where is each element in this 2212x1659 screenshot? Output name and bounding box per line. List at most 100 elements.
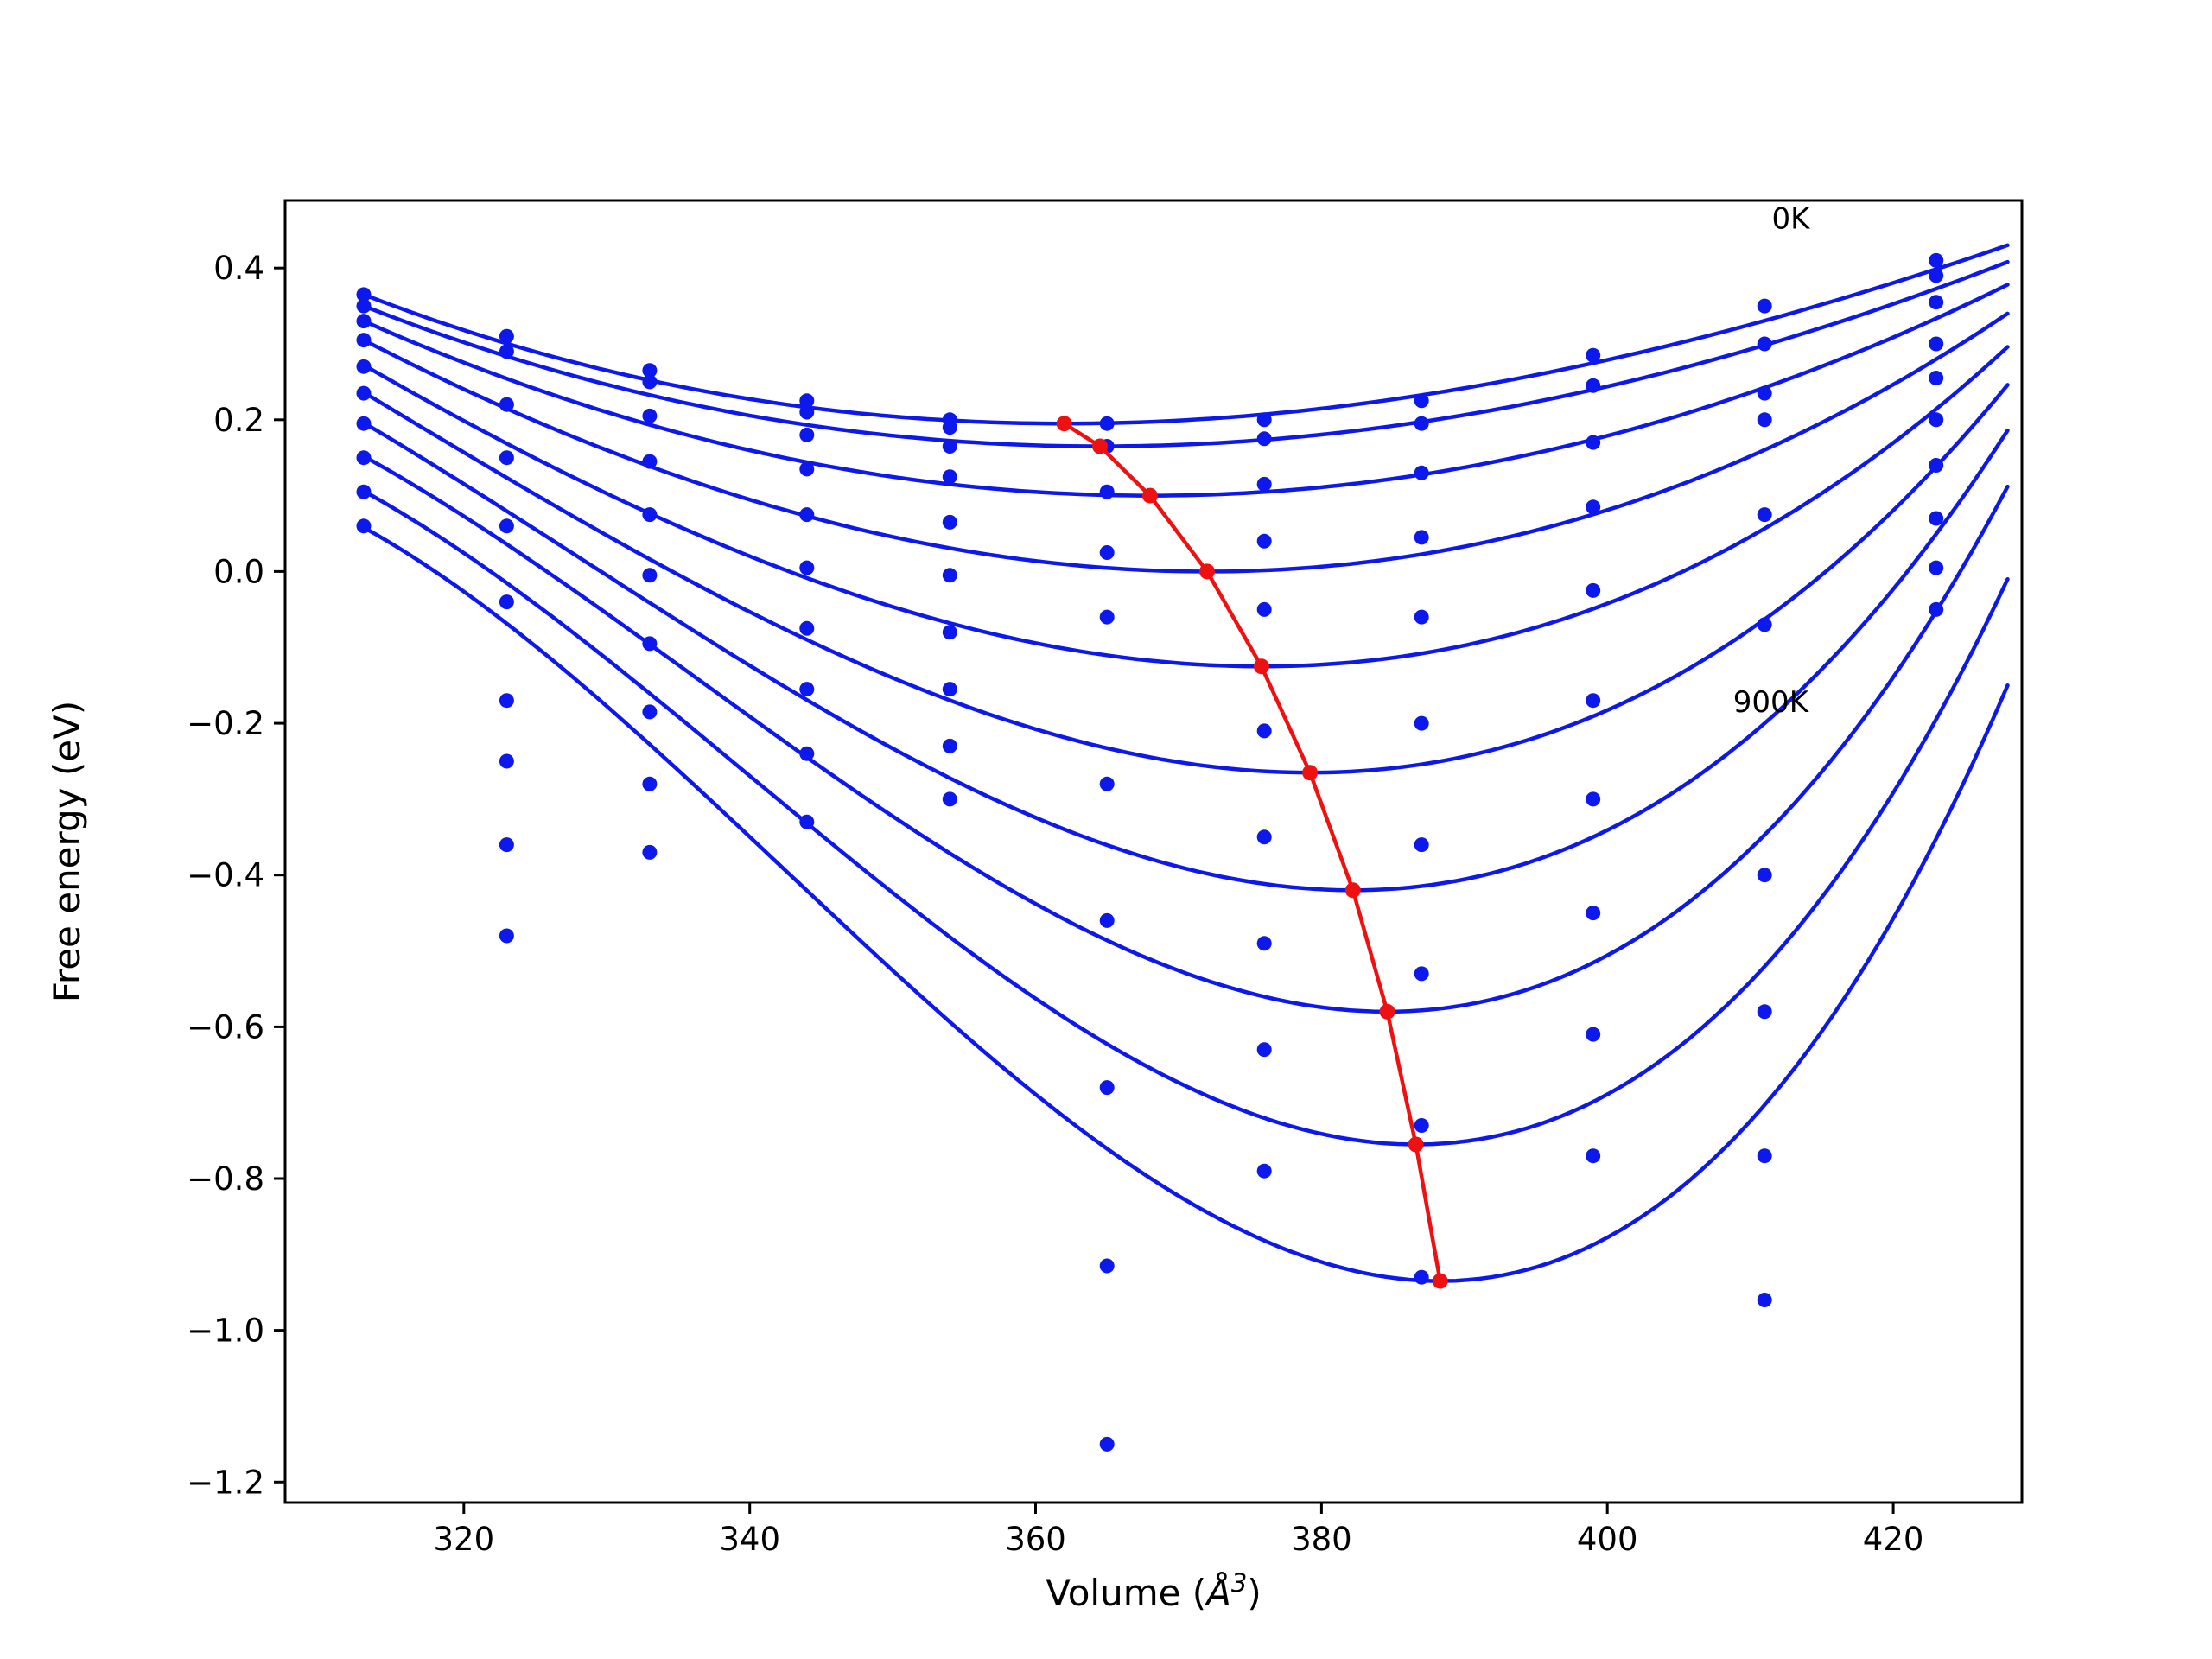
data-point [1929, 458, 1944, 473]
data-point [642, 704, 658, 720]
data-point [1929, 371, 1944, 385]
equilibrium-point-800K [1408, 1136, 1424, 1153]
data-point [642, 507, 658, 523]
x-axis-tick-label: 340 [719, 1521, 780, 1558]
data-point [1757, 1148, 1772, 1164]
data-point [356, 298, 372, 314]
data-point [799, 620, 815, 636]
plot-border [283, 199, 2024, 1504]
data-point [799, 560, 815, 575]
data-point [1414, 715, 1429, 731]
equilibrium-point-300K [1199, 563, 1215, 580]
data-point [1586, 435, 1601, 450]
data-point [1586, 906, 1601, 921]
equilibrium-path [1062, 421, 1442, 1283]
data-point [1757, 412, 1772, 428]
equilibrium-point-200K [1141, 487, 1158, 504]
free-energy-curve-500K [361, 383, 2010, 775]
data-point [499, 518, 514, 534]
free-energy-curve-200K [361, 283, 2010, 498]
equilibrium-point-400K [1253, 658, 1269, 675]
data-point [642, 454, 658, 469]
data-point [1929, 511, 1944, 526]
data-point [1757, 507, 1772, 523]
y-axis-label: Free energy (eV) [46, 701, 88, 1003]
data-point [799, 404, 815, 420]
equilibrium-point-0K [1056, 416, 1072, 432]
data-point [1099, 545, 1115, 560]
data-point [1256, 936, 1272, 951]
data-point [799, 461, 815, 477]
data-point [1256, 1042, 1272, 1058]
data-point [1929, 412, 1944, 428]
data-point [1414, 1118, 1429, 1133]
data-point [1099, 1436, 1115, 1452]
equilibrium-path-group: 0K 900K [1056, 202, 1811, 1289]
data-point [942, 568, 957, 583]
data-point [642, 568, 658, 583]
x-axis-tick-label: 360 [1005, 1521, 1066, 1558]
data-point [1757, 1004, 1772, 1020]
data-point [942, 420, 957, 435]
data-point [1414, 393, 1429, 409]
data-point [642, 363, 658, 378]
free-energy-curve-300K [361, 311, 2010, 574]
temperature-annotation-900K: 900K [1733, 685, 1810, 720]
y-axis-tick-label: −0.2 [187, 705, 264, 742]
equilibrium-point-500K [1302, 765, 1319, 781]
equilibrium-point-700K [1379, 1003, 1395, 1020]
data-point [1414, 837, 1429, 853]
free-energy-curve-900K [361, 525, 2010, 1283]
data-point [499, 753, 514, 769]
data-point [1099, 912, 1115, 928]
data-point [1414, 609, 1429, 625]
data-point [356, 359, 372, 374]
data-point [1586, 378, 1601, 393]
data-point [799, 682, 815, 697]
equilibrium-point-900K [1432, 1273, 1448, 1289]
free-energy-curve-600K [361, 421, 2010, 893]
data-point [942, 625, 957, 640]
data-point [642, 408, 658, 423]
y-axis-tick-label: −0.8 [187, 1160, 264, 1198]
data-point [1256, 723, 1272, 739]
data-point [1586, 1027, 1601, 1042]
data-point [1586, 582, 1601, 598]
data-point [1099, 776, 1115, 791]
y-axis-tick-label: 0.4 [213, 250, 264, 287]
data-point [1929, 252, 1944, 268]
data-point [1256, 476, 1272, 492]
curves-group [361, 243, 2010, 1283]
data-point [642, 776, 658, 791]
data-point [1414, 416, 1429, 431]
data-point [356, 416, 372, 431]
data-point [1256, 601, 1272, 617]
data-point [1586, 1148, 1601, 1164]
data-point [1757, 336, 1772, 352]
scatter-group [356, 252, 1944, 1452]
data-point [642, 636, 658, 652]
data-point [499, 928, 514, 944]
y-axis-tick-label: −1.0 [187, 1313, 264, 1350]
data-point [1256, 830, 1272, 845]
axes-group: 320 340 360 380 400 420 −1.2 −1.0 −0.8 −0.6 −0.4 −0… [46, 199, 2024, 1614]
data-point [1256, 1163, 1272, 1179]
data-point [942, 738, 957, 753]
data-point [1757, 1293, 1772, 1307]
data-point [799, 507, 815, 523]
data-point [356, 385, 372, 401]
data-point [356, 518, 372, 534]
data-point [356, 314, 372, 329]
data-point [499, 344, 514, 359]
equilibrium-point-100K [1092, 438, 1108, 454]
data-point [1099, 1258, 1115, 1274]
x-axis-label: Volume (Å3) [1046, 1568, 1262, 1614]
data-point [356, 484, 372, 499]
y-axis-tick-label: −0.6 [187, 1008, 264, 1046]
data-point [942, 439, 957, 454]
data-point [499, 328, 514, 344]
data-point [799, 393, 815, 409]
data-point [1929, 268, 1944, 283]
data-point [942, 682, 957, 697]
